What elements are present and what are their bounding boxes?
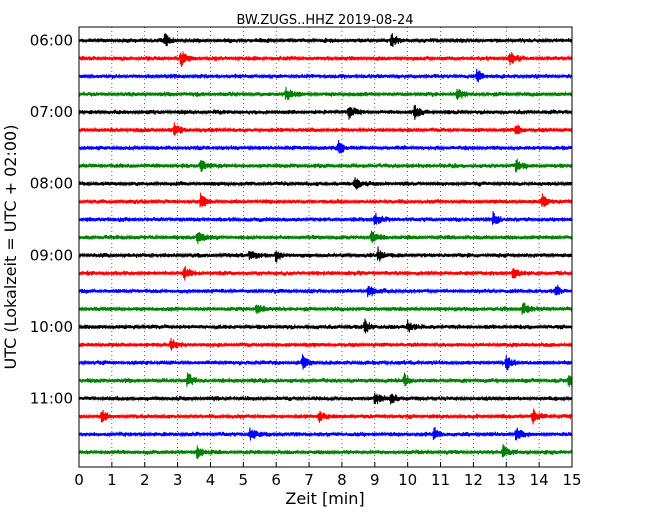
x-tick-label: 10 [398,471,417,489]
x-tick-label: 12 [464,471,483,489]
chart-title: BW.ZUGS..HHZ 2019-08-24 [236,13,413,28]
trace-07:15 [78,122,573,136]
trace-08:45 [78,230,573,245]
x-axis-ticks: 0 1 2 3 4 5 6 7 8 9 10 11 12 13 14 15 [74,462,582,489]
plot-frame [78,26,573,468]
trace-10:45 [78,372,573,388]
trace-06:00 [78,33,573,48]
x-tick-label: 3 [173,471,183,489]
trace-10:15 [78,337,573,351]
trace-11:00 [78,392,573,405]
trace-11:30 [78,426,573,441]
y-tick-label: 09:00 [30,246,73,264]
trace-09:45 [78,302,573,315]
trace-07:30 [78,139,573,154]
grid-lines [111,27,540,467]
trace-06:45 [78,86,573,101]
y-tick-label: 11:00 [30,390,73,408]
trace-07:45 [78,158,573,173]
x-tick-label: 4 [206,471,216,489]
x-tick-label: 6 [271,471,281,489]
trace-11:45 [78,443,573,460]
x-tick-label: 15 [562,471,581,489]
trace-10:00 [78,318,573,334]
y-axis-ticks: 06:00 07:00 08:00 09:00 10:00 11:00 [30,32,572,408]
trace-09:00 [78,246,573,263]
x-tick-label: 1 [107,471,117,489]
x-tick-label: 13 [497,471,516,489]
trace-08:30 [78,211,573,226]
x-tick-label: 8 [337,471,347,489]
x-tick-label: 7 [304,471,314,489]
x-axis-label: Zeit [min] [285,489,364,508]
y-axis-label: UTC (Lokalzeit = UTC + 02:00) [1,125,20,370]
y-tick-label: 10:00 [30,318,73,336]
x-tick-label: 2 [140,471,150,489]
trace-08:00 [78,177,573,190]
x-tick-label: 14 [530,471,549,489]
trace-group [78,33,573,460]
trace-06:30 [78,68,573,83]
x-tick-label: 11 [431,471,450,489]
trace-11:15 [78,408,573,425]
trace-06:15 [78,51,573,68]
trace-09:30 [78,284,573,298]
x-tick-label: 9 [370,471,380,489]
trace-07:00 [78,104,573,120]
y-tick-label: 07:00 [30,103,73,121]
x-tick-label: 0 [74,471,84,489]
x-tick-label: 5 [239,471,249,489]
y-tick-label: 08:00 [30,175,73,193]
y-tick-label: 06:00 [30,32,73,50]
trace-09:15 [78,265,573,281]
trace-10:30 [78,354,573,371]
trace-08:15 [78,192,573,208]
